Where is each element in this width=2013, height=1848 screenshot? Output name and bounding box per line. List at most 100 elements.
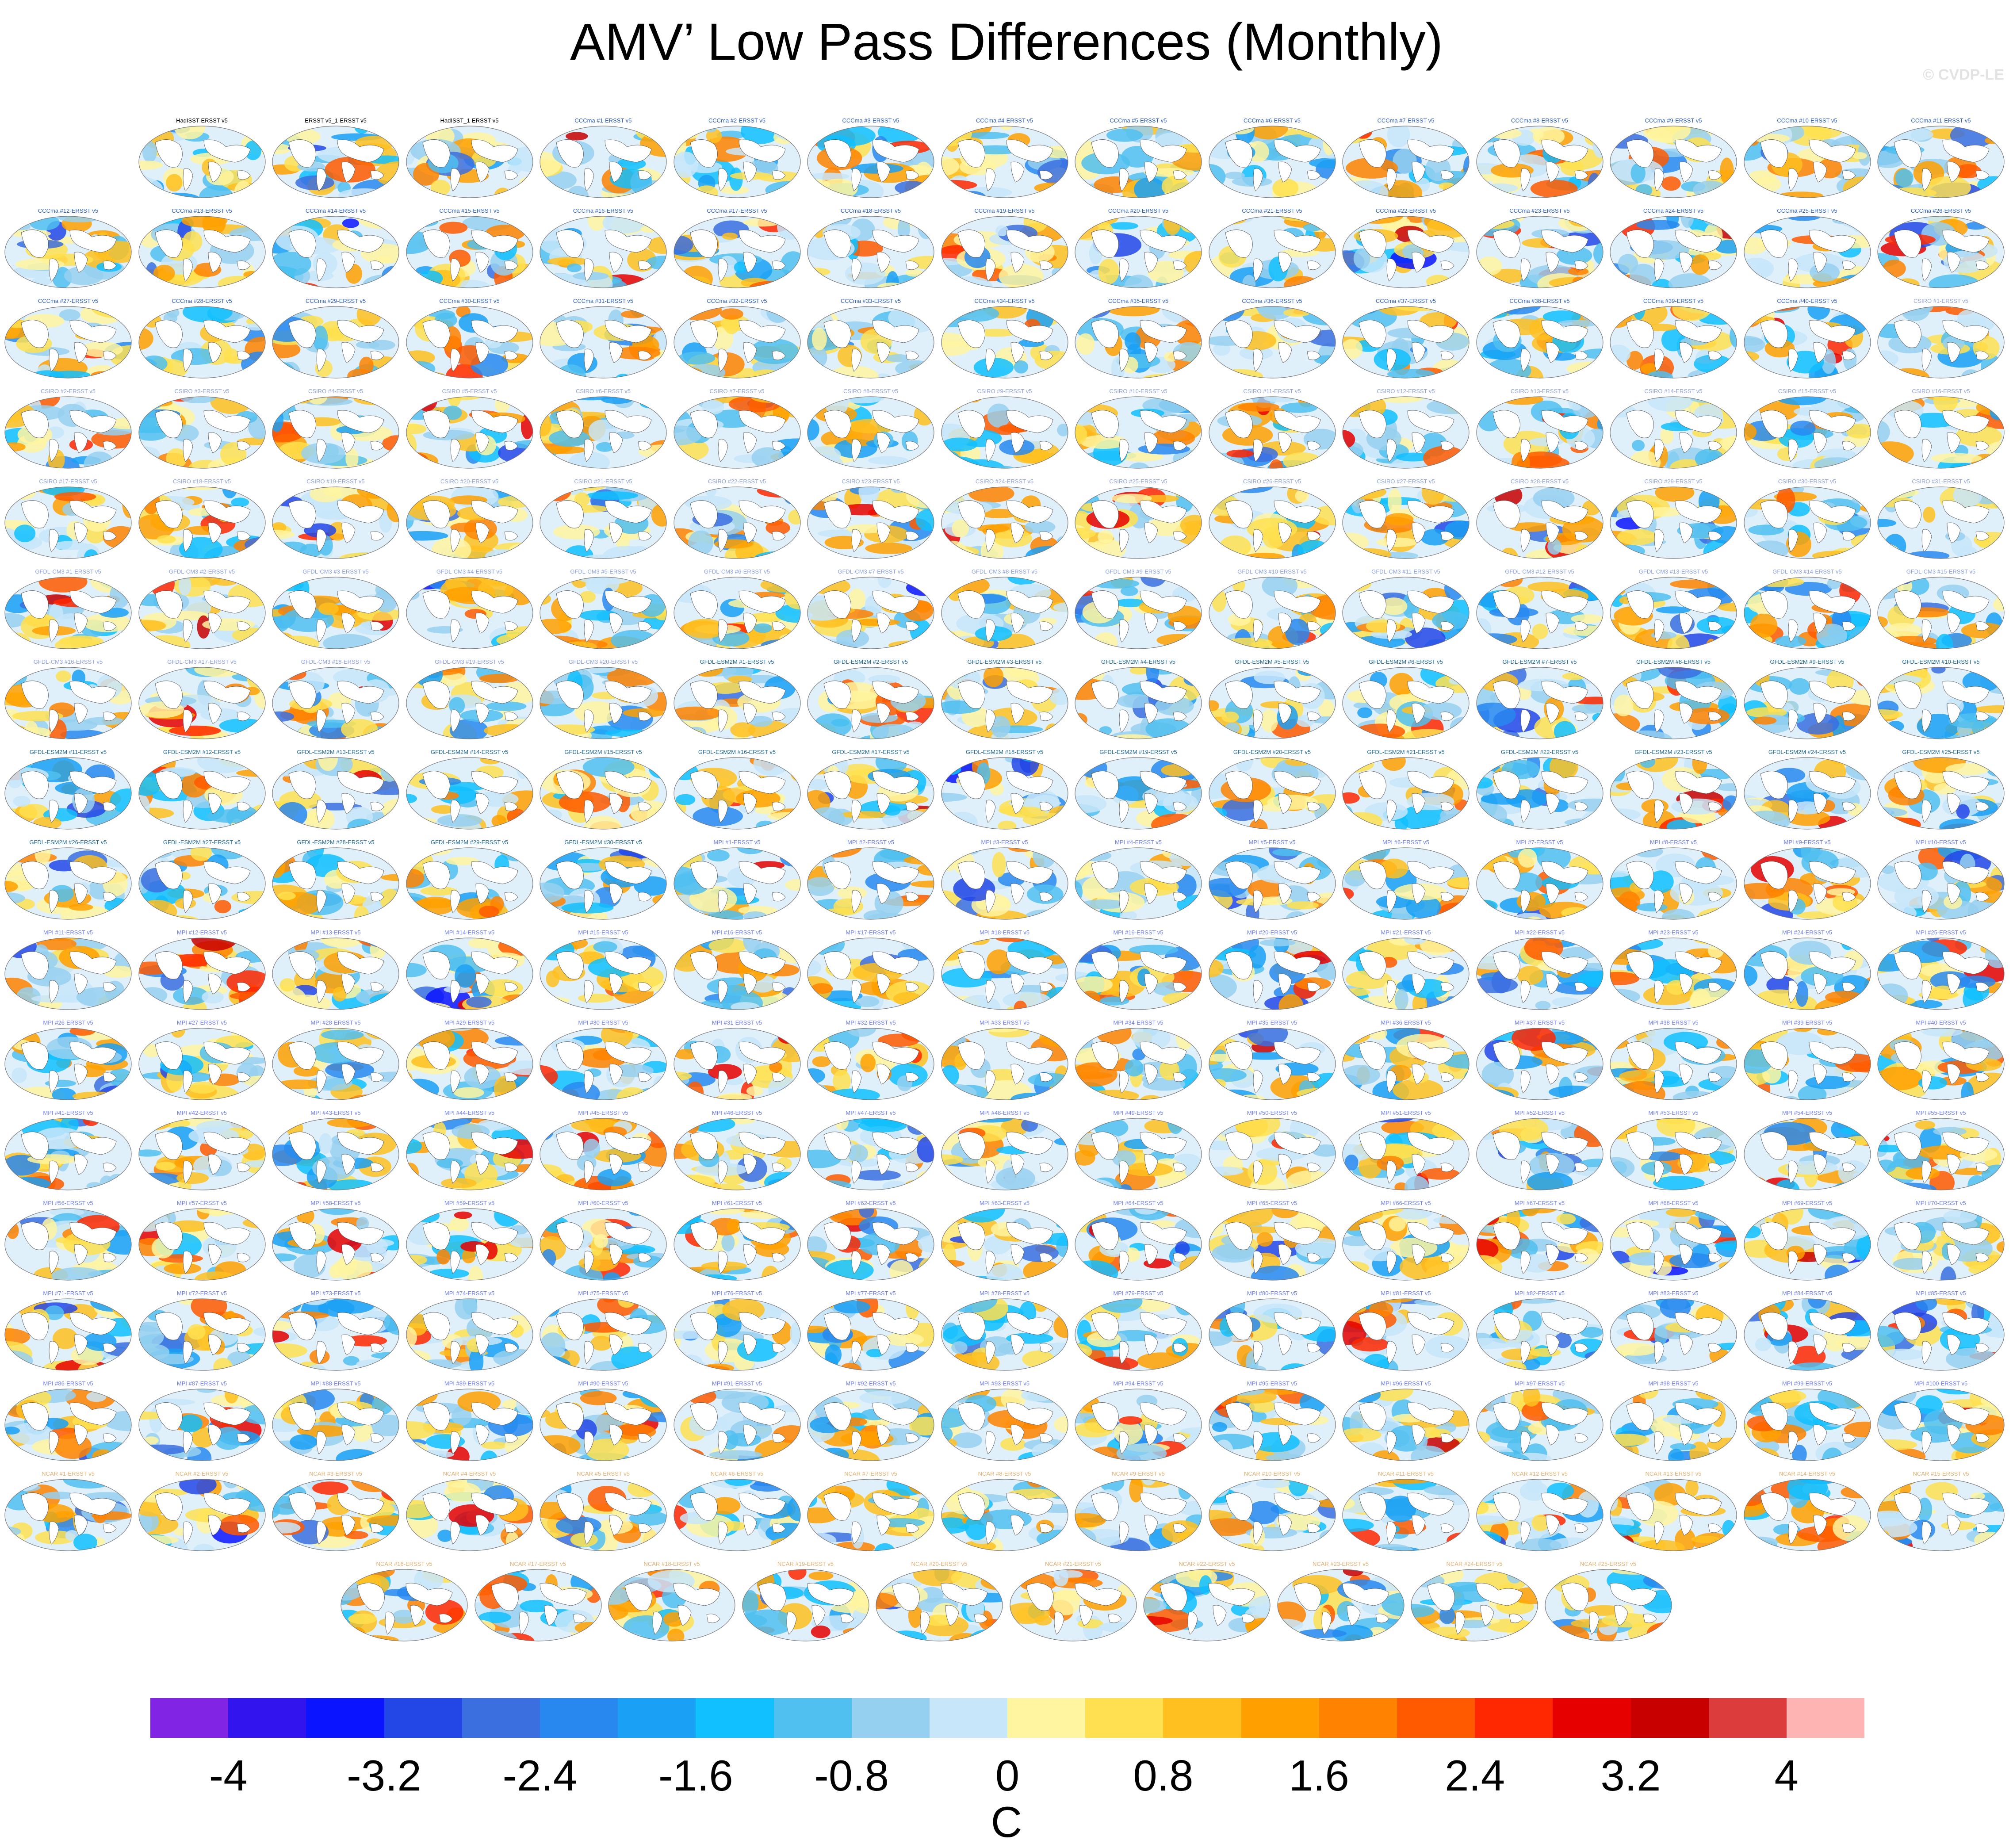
sst-anomaly-blob [1661, 176, 1681, 191]
map-panel: CCCma #1-ERSST v5 [539, 116, 668, 201]
sst-anomaly-blob [1449, 185, 1469, 195]
continent-outline [743, 161, 757, 183]
map-panel: MPI #9-ERSST v5 [1743, 838, 1872, 922]
sst-anomaly-blob [814, 713, 852, 738]
sst-anomaly-blob [1840, 283, 1861, 288]
sst-anomaly-blob [277, 802, 307, 827]
continent-outline [1091, 230, 1119, 258]
map-panel-title: HadISST_1-ERSST v5 [440, 117, 499, 124]
continent-outline [1541, 230, 1588, 253]
sst-anomaly-blob [1353, 248, 1370, 269]
sst-anomaly-blob [675, 794, 695, 805]
sst-anomaly-blob [1037, 554, 1068, 559]
sst-anomaly-blob [1109, 222, 1139, 230]
map-panel: CSIRO #19-ERSST v5 [271, 477, 400, 562]
sst-anomaly-blob [677, 352, 715, 365]
continent-outline [690, 320, 718, 348]
sst-anomaly-blob [692, 806, 743, 826]
map-panel-title: GFDL-CM3 #15-ERSST v5 [1906, 568, 1976, 575]
sst-anomaly-blob [540, 446, 587, 454]
map-panel: CSIRO #6-ERSST v5 [539, 386, 668, 471]
map-panel: GFDL-ESM2M #11-ERSST v5 [4, 747, 133, 832]
map-panel-title: CCCma #33-ERSST v5 [840, 298, 901, 304]
map-panel: HadISST-ERSST v5 [138, 116, 267, 201]
continent-outline [1708, 260, 1722, 270]
sst-anomaly-blob [491, 815, 507, 827]
map-panel-svg [1476, 847, 1604, 920]
map-panel: GFDL-ESM2M #14-ERSST v5 [405, 747, 534, 832]
map-panel-title: MPI #14-ERSST v5 [444, 929, 495, 936]
map-panel-svg [673, 847, 801, 920]
map-panel: GFDL-CM3 #4-ERSST v5 [405, 567, 534, 652]
map-panel: CSIRO #22-ERSST v5 [673, 477, 802, 562]
map-panel-title: GFDL-CM3 #8-ERSST v5 [971, 568, 1038, 575]
map-border [1877, 216, 2005, 288]
map-border [4, 216, 132, 288]
map-panel-svg [941, 396, 1068, 469]
map-panel-title: GFDL-ESM2M #17-ERSST v5 [832, 749, 910, 755]
sst-anomaly-blob [808, 446, 841, 464]
map-panel-svg [138, 847, 266, 920]
continent-outline [1813, 161, 1827, 183]
map-panel-title: CSIRO #16-ERSST v5 [1912, 388, 1970, 394]
map-border [138, 306, 266, 379]
sst-anomaly-blob [478, 906, 499, 918]
map-panel-svg [540, 126, 667, 198]
map-panel-svg [4, 847, 132, 920]
map-panel: CCCma #3-ERSST v5 [806, 116, 935, 201]
sst-anomaly-blob [356, 341, 379, 349]
sst-anomaly-blob [905, 269, 924, 277]
sst-anomaly-blob [1711, 915, 1729, 919]
continent-outline [183, 348, 193, 372]
continent-outline [1493, 230, 1520, 258]
sst-anomaly-blob [318, 602, 339, 615]
sst-anomaly-blob [540, 819, 565, 829]
continent-outline [823, 230, 851, 258]
sst-anomaly-blob [279, 541, 307, 553]
continent-outline [316, 258, 327, 282]
map-panel-title: GFDL-ESM2M #10-ERSST v5 [1902, 658, 1980, 665]
sst-anomaly-blob [1444, 241, 1469, 252]
sst-anomaly-blob [1720, 157, 1734, 184]
map-panel: CCCma #32-ERSST v5 [673, 296, 802, 381]
sst-anomaly-blob [1789, 678, 1810, 695]
continent-outline [739, 230, 785, 253]
sst-anomaly-blob [1476, 549, 1505, 559]
map-panel-svg [1610, 396, 1737, 469]
map-border [138, 216, 266, 288]
map-panel: CCCma #40-ERSST v5 [1743, 296, 1872, 381]
map-panel-svg [406, 306, 533, 379]
map-panel: GFDL-ESM2M #7-ERSST v5 [1475, 657, 1604, 742]
sst-anomaly-blob [13, 796, 31, 807]
map-panel-title: GFDL-ESM2M #4-ERSST v5 [1101, 658, 1176, 665]
map-panel-svg [272, 216, 399, 288]
continent-outline [743, 252, 757, 273]
map-panel: CCCma #26-ERSST v5 [1876, 206, 2005, 291]
map-panel: CSIRO #14-ERSST v5 [1609, 386, 1738, 471]
map-border [673, 216, 801, 288]
map-panel-title: MPI #1-ERSST v5 [713, 839, 761, 846]
sst-anomaly-blob [153, 264, 175, 282]
map-border [540, 126, 667, 198]
sst-anomaly-blob [1632, 440, 1645, 451]
sst-anomaly-blob [620, 310, 646, 318]
sst-anomaly-blob [1075, 306, 1092, 313]
continent-outline [69, 320, 117, 343]
map-panel-title: MPI #4-ERSST v5 [1115, 839, 1162, 846]
map-panel-title: CCCma #21-ERSST v5 [1242, 207, 1302, 214]
map-panel-svg [1877, 216, 2005, 288]
sst-anomaly-blob [1923, 506, 1936, 523]
continent-outline [450, 348, 460, 372]
map-panel: CCCma #39-ERSST v5 [1609, 296, 1738, 381]
sst-anomaly-blob [519, 943, 533, 953]
sst-anomaly-blob [1209, 397, 1232, 406]
map-panel-title: CSIRO #21-ERSST v5 [574, 478, 632, 485]
map-panel: CCCma #34-ERSST v5 [940, 296, 1069, 381]
map-panel-title: GFDL-ESM2M #14-ERSST v5 [430, 749, 509, 755]
sst-anomaly-blob [1076, 333, 1095, 355]
cvdp-watermark: © CVDP-LE [1923, 66, 2004, 83]
sst-anomaly-blob [1883, 667, 1908, 673]
map-panel: GFDL-ESM2M #21-ERSST v5 [1341, 747, 1470, 832]
continent-outline [1119, 258, 1129, 282]
continent-outline [237, 170, 250, 180]
